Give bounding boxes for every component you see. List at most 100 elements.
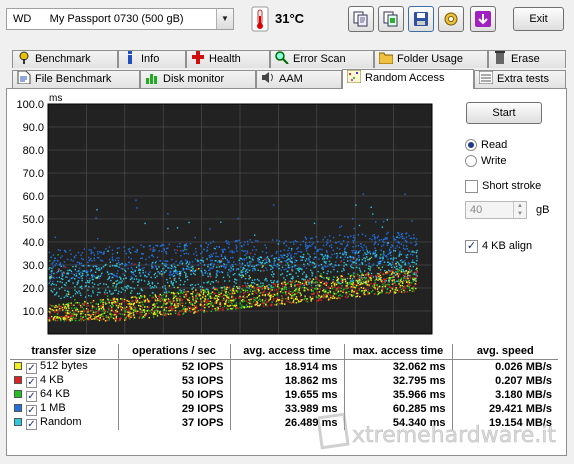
tab-folder-usage[interactable]: Folder Usage [374, 50, 488, 68]
drive-select[interactable]: WD My Passport 0730 (500 gB) ▼ [6, 8, 234, 30]
data-point-512-bytes [181, 305, 184, 307]
series-visible-checkbox[interactable]: ✓ [26, 362, 37, 374]
data-point-512-bytes [270, 296, 272, 298]
data-point-4-kb [91, 313, 93, 316]
align-4kb-checkbox[interactable]: ✓ [465, 240, 478, 253]
data-point-1-mb [200, 252, 202, 255]
data-point-4-kb [80, 320, 82, 322]
data-point-random [415, 251, 418, 253]
data-point-1-mb [325, 256, 327, 258]
data-point-1-mb [80, 262, 83, 264]
data-point-random [304, 260, 307, 262]
data-point-4-kb [239, 286, 241, 289]
data-point-4-kb [120, 307, 122, 309]
data-point-1-mb [286, 259, 288, 262]
series-visible-checkbox[interactable]: ✓ [26, 418, 37, 430]
data-point-1-mb [399, 252, 401, 254]
data-point-512-bytes [218, 293, 220, 296]
data-point-512-bytes [217, 307, 219, 309]
data-point-64-kb [108, 308, 110, 310]
copy-screenshot-button[interactable] [378, 6, 404, 32]
tab-benchmark[interactable]: Benchmark [12, 50, 118, 68]
tab-erase[interactable]: Erase [488, 50, 566, 68]
data-point-512-bytes [120, 305, 122, 308]
data-point-4-kb [327, 286, 329, 288]
data-point-1-mb [59, 263, 62, 265]
data-point-64-kb [156, 311, 158, 314]
short-stroke-label[interactable]: Short stroke [482, 180, 542, 192]
data-point-random [135, 275, 137, 277]
data-point-64-kb [347, 295, 349, 298]
data-point-4-kb [397, 274, 399, 276]
read-radio[interactable] [465, 139, 477, 151]
write-radio[interactable] [465, 155, 477, 167]
data-point-random [55, 293, 57, 295]
data-point-random [375, 254, 378, 256]
data-point-4-kb [374, 293, 376, 295]
data-point-random [416, 260, 418, 262]
data-point-1-mb [222, 251, 224, 253]
series-visible-checkbox[interactable]: ✓ [26, 390, 37, 402]
copy-text-button[interactable] [348, 6, 374, 32]
data-point-4-kb [297, 283, 299, 286]
data-point-random [48, 268, 50, 270]
tab-file-benchmark[interactable]: File Benchmark [12, 70, 140, 88]
data-point-64-kb [366, 280, 368, 282]
chevron-down-icon[interactable]: ▼ [216, 9, 233, 29]
data-point-1-mb [408, 235, 410, 237]
download-button[interactable] [470, 6, 496, 32]
data-point-64-kb [110, 315, 112, 317]
data-point-1-mb [330, 244, 333, 246]
data-point-512-bytes [328, 299, 330, 301]
exit-button[interactable]: Exit [513, 7, 564, 31]
tab-aam[interactable]: AAM [256, 70, 342, 88]
data-point-random [51, 291, 54, 293]
data-point-4-kb [185, 290, 187, 293]
short-stroke-checkbox[interactable] [465, 180, 478, 193]
tab-info[interactable]: Info [118, 50, 186, 68]
data-point-random [291, 260, 293, 263]
data-point-1-mb [224, 266, 226, 268]
write-label[interactable]: Write [481, 155, 507, 167]
tab-error-scan[interactable]: Error Scan [270, 50, 374, 68]
data-point-4-kb [340, 285, 343, 287]
start-button[interactable]: Start [466, 102, 542, 124]
data-point-1-mb [246, 240, 249, 243]
data-point-random [234, 273, 236, 275]
data-point-64-kb [204, 289, 206, 291]
data-point-512-bytes [88, 314, 90, 316]
options-button[interactable] [438, 6, 464, 32]
data-point-1-mb [97, 251, 99, 253]
save-button[interactable] [408, 6, 434, 32]
data-point-64-kb [171, 292, 174, 294]
data-point-1-mb [197, 264, 199, 266]
data-point-1-mb [118, 262, 120, 264]
data-point-random [260, 270, 262, 272]
spin-down-icon[interactable]: ▼ [513, 210, 526, 218]
data-point-random [179, 270, 181, 273]
data-point-random [69, 269, 71, 271]
read-label[interactable]: Read [481, 139, 508, 151]
tab-extra-tests[interactable]: Extra tests [474, 70, 566, 88]
data-point-512-bytes [345, 280, 347, 282]
data-point-512-bytes [277, 299, 279, 301]
series-visible-checkbox[interactable]: ✓ [26, 376, 37, 388]
align-4kb-label[interactable]: 4 KB align [482, 240, 533, 252]
data-point-1-mb [327, 242, 329, 244]
data-point-random [197, 260, 200, 262]
series-visible-checkbox[interactable]: ✓ [26, 404, 37, 416]
data-point-4-kb [172, 307, 175, 309]
data-point-1-mb [264, 244, 266, 246]
data-point-512-bytes [139, 301, 141, 304]
data-point-4-kb [391, 269, 393, 271]
data-point-512-bytes [327, 292, 329, 294]
data-point-4-kb [393, 276, 395, 278]
tab-health[interactable]: Health [186, 50, 270, 68]
tab-random-access[interactable]: Random Access [342, 69, 474, 89]
tab-disk-monitor[interactable]: Disk monitor [140, 70, 256, 88]
data-point-512-bytes [168, 285, 171, 287]
spin-up-icon[interactable]: ▲ [513, 202, 526, 210]
short-stroke-size-spinner[interactable]: 40 ▲ ▼ [465, 201, 527, 219]
data-point-1-mb [159, 245, 162, 247]
data-point-1-mb [51, 263, 53, 265]
